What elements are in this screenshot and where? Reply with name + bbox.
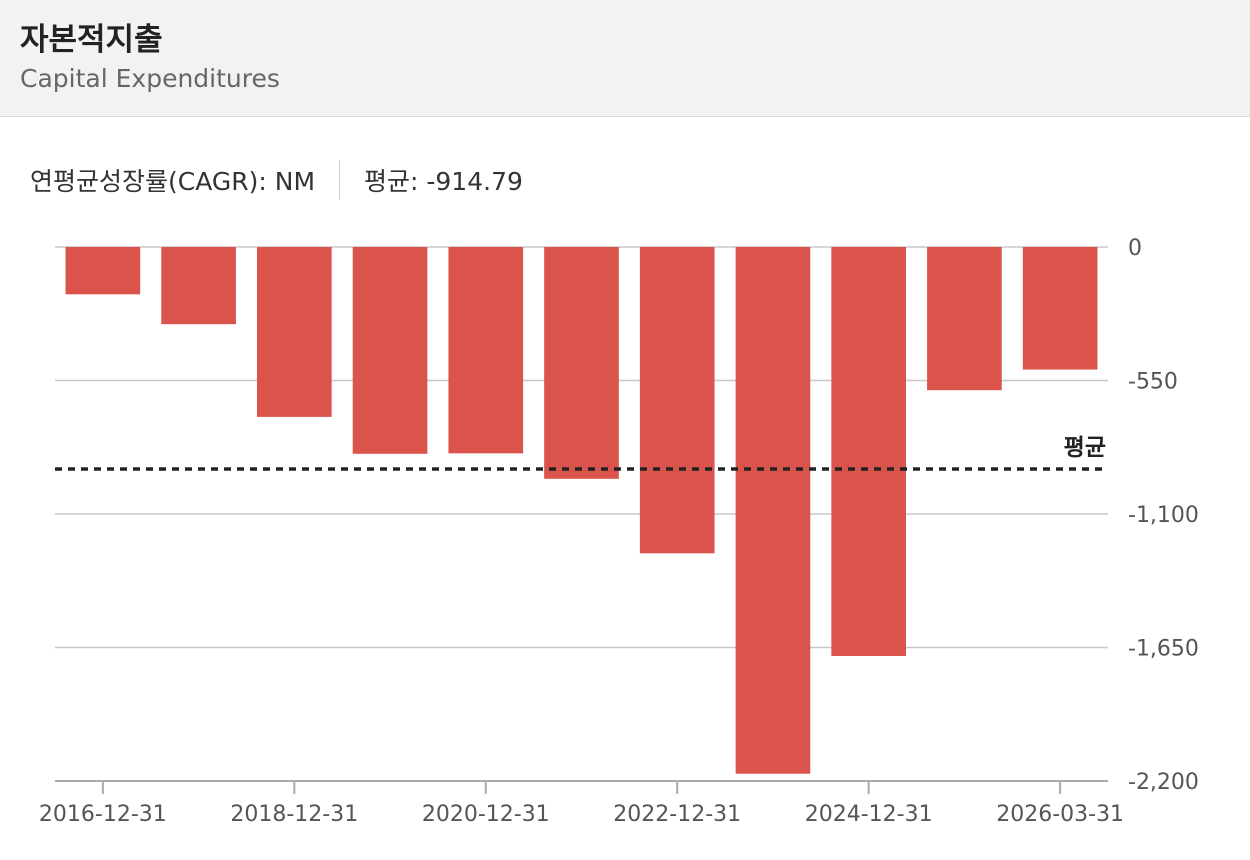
x-tick-label: 2024-12-31 [805,802,933,827]
x-tick-label: 2020-12-31 [422,802,550,827]
bars [65,247,1098,774]
y-axis: 0 -550 -1,100 -1,650 -2,200 [1128,236,1199,795]
bar[interactable] [352,247,428,454]
stats-divider [339,160,341,200]
bar[interactable] [735,247,811,774]
bar[interactable] [161,247,236,325]
y-tick-label: -1,650 [1128,637,1199,662]
y-tick-label: -1,100 [1128,503,1199,528]
stats-row: 연평균성장률(CAGR): NM 평균: -914.79 [30,160,523,200]
x-tick-label: 2026-03-31 [996,802,1124,827]
chart-header: 자본적지출 Capital Expenditures [0,0,1250,117]
bar[interactable] [831,247,907,656]
bar[interactable] [927,247,1002,391]
y-tick-label: -550 [1128,370,1178,395]
bar[interactable] [448,247,524,454]
x-axis: 2016-12-31 2018-12-31 2020-12-31 2022-12-31… [39,781,1124,827]
x-tick-label: 2022-12-31 [613,802,741,827]
chart-title: 자본적지출 [20,22,163,58]
y-tick-label: 0 [1128,236,1142,261]
x-tick-label: 2018-12-31 [230,802,358,827]
bar[interactable] [639,247,715,554]
bar[interactable] [65,247,141,295]
cagr-stat: 연평균성장률(CAGR): NM [30,167,316,196]
average-stat: 평균: -914.79 [364,167,523,196]
y-tick-label: -2,200 [1128,770,1199,795]
average-line-group: 평균 [55,435,1108,471]
chart-subtitle: Capital Expenditures [20,64,280,93]
bar[interactable] [544,247,619,479]
x-tick-label: 2016-12-31 [39,802,167,827]
bar[interactable] [256,247,332,417]
bar[interactable] [1022,247,1098,370]
average-line-label: 평균 [1064,435,1106,461]
